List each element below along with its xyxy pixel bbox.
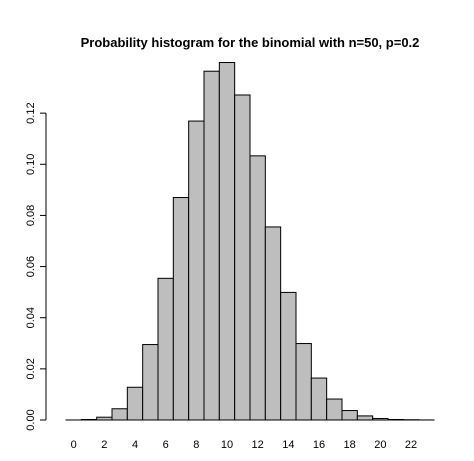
bar-21 <box>387 418 404 421</box>
x-tick-label: 12 <box>252 439 264 451</box>
x-tick-label: 16 <box>313 439 325 451</box>
bar-17 <box>326 398 343 421</box>
bar-16 <box>310 377 328 421</box>
x-tick-label: 0 <box>71 439 77 451</box>
x-tick-label: 2 <box>101 439 107 451</box>
bar-4 <box>126 386 144 421</box>
y-tick-label: 0.12 <box>25 102 37 123</box>
bar-3 <box>111 408 128 421</box>
bar-14 <box>280 291 297 421</box>
y-tick-label: 0.10 <box>25 154 37 175</box>
x-tick-label: 14 <box>282 439 294 451</box>
x-axis: 0 2 4 6 8 10 12 14 16 18 20 22 <box>71 439 418 451</box>
y-tick-label: 0.06 <box>25 256 37 277</box>
y-axis: 0.00 0.02 0.04 0.06 0.08 0.10 0.12 <box>25 102 47 431</box>
bar-8 <box>188 120 205 421</box>
bar-15 <box>295 343 312 421</box>
bars-layer <box>65 62 435 421</box>
y-tick-label: 0.04 <box>25 307 37 328</box>
bar-5 <box>142 344 159 421</box>
x-tick-label: 8 <box>193 439 199 451</box>
bar-13 <box>264 226 282 421</box>
bar-12 <box>249 155 266 421</box>
y-tick-label: 0.00 <box>25 409 37 430</box>
x-tick-label: 10 <box>221 439 233 451</box>
chart-title: Probability histogram for the binomial w… <box>81 35 420 50</box>
bar-19 <box>356 415 374 421</box>
bar-6 <box>157 277 174 421</box>
bar-2 <box>96 416 113 421</box>
bar-18 <box>341 410 358 421</box>
x-tick-label: 6 <box>163 439 169 451</box>
y-tick-label: 0.02 <box>25 358 37 379</box>
bar-20 <box>372 417 389 421</box>
x-tick-label: 4 <box>132 439 138 451</box>
x-tick-label: 18 <box>344 439 356 451</box>
bar-11 <box>234 94 251 421</box>
x-tick-label: 22 <box>405 439 417 451</box>
bar-10 <box>218 62 236 421</box>
y-tick-label: 0.08 <box>25 205 37 226</box>
bar-9 <box>203 70 220 421</box>
x-tick-label: 20 <box>374 439 386 451</box>
bar-1 <box>80 418 98 421</box>
bar-7 <box>172 197 190 421</box>
